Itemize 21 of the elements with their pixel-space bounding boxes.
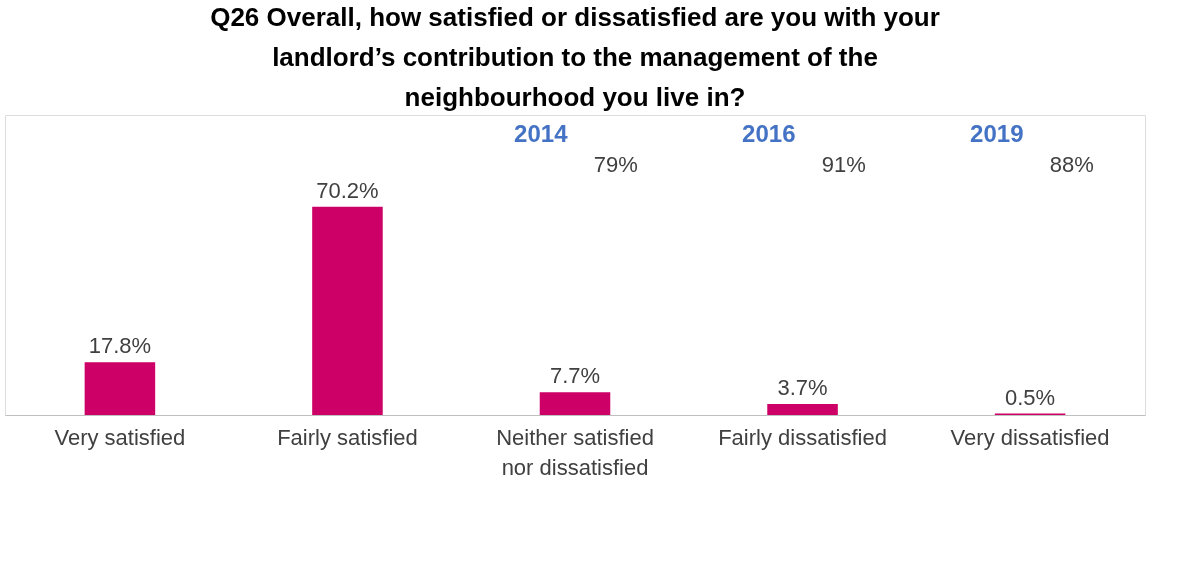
- data-label: 3.7%: [777, 375, 828, 401]
- bar: [539, 392, 611, 415]
- x-tick-label: Fairly dissatisfied: [718, 424, 887, 450]
- chart-title: Q26 Overall, how satisfied or dissatisfied are you with your landlord’s contribution to the management of the neighbourhood you live in?: [210, 2, 940, 112]
- data-label: 17.8%: [88, 333, 152, 359]
- text: 2016: [742, 120, 796, 147]
- text: 79%: [593, 152, 638, 177]
- text: 91%: [821, 152, 866, 177]
- bar: [84, 362, 156, 415]
- x-tick-label: Very satisfied: [54, 424, 186, 450]
- text: 2014: [514, 120, 569, 147]
- x-tick-label: Fairly satisfied: [277, 424, 418, 450]
- x-tick-label: Neither satisfied nor dissatisfied: [496, 424, 654, 480]
- data-label: 7.7%: [549, 363, 601, 389]
- bar: [767, 404, 838, 415]
- data-label: 70.2%: [316, 177, 379, 203]
- x-tick-label: Very dissatisfied: [950, 424, 1110, 450]
- data-label: 0.5%: [1005, 384, 1056, 410]
- text: 88%: [1049, 152, 1094, 177]
- bar: [312, 206, 383, 415]
- text: 2019: [970, 120, 1024, 147]
